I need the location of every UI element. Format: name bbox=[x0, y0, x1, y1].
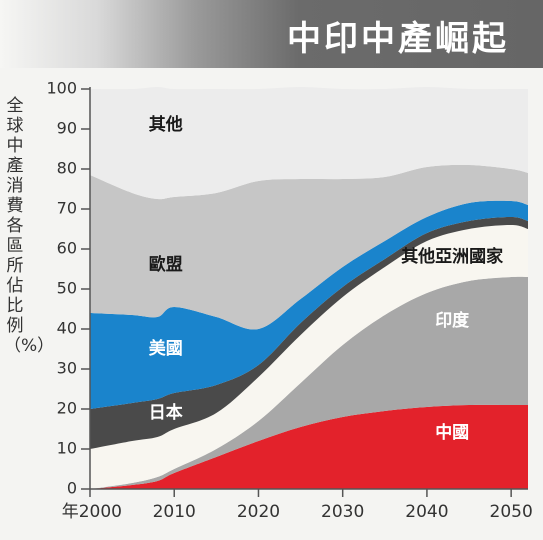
area-4 bbox=[90, 200, 528, 409]
area-5 bbox=[90, 164, 528, 330]
y-tick-label-5: 50 bbox=[57, 279, 77, 298]
area-2 bbox=[90, 225, 528, 489]
y-tick-label-9: 90 bbox=[57, 119, 77, 138]
x-tick-label-2: 2020 bbox=[237, 502, 280, 522]
series-label-6: 其他 bbox=[149, 114, 183, 135]
series-label-1: 印度 bbox=[435, 310, 470, 331]
area-6 bbox=[90, 87, 528, 200]
y-tick-label-2: 20 bbox=[57, 399, 77, 418]
series-label-0: 中國 bbox=[435, 422, 469, 443]
x-tick-label-0: 年2000 bbox=[62, 502, 122, 522]
x-tick-label-5: 2050 bbox=[490, 502, 533, 522]
area-0 bbox=[90, 404, 528, 489]
series-label-5: 歐盟 bbox=[149, 254, 183, 275]
y-tick-label-4: 40 bbox=[57, 319, 77, 338]
x-tick-label-1: 2010 bbox=[153, 502, 196, 522]
y-tick-label-1: 10 bbox=[57, 439, 77, 458]
x-tick-label-4: 2040 bbox=[405, 502, 448, 522]
x-tick-label-3: 2030 bbox=[321, 502, 364, 522]
chart-title: 中印中產崛起 bbox=[287, 19, 509, 59]
y-tick-label-6: 60 bbox=[57, 239, 77, 258]
y-tick-label-10: 100 bbox=[46, 79, 77, 98]
series-label-2: 其他亞洲國家 bbox=[401, 246, 503, 267]
title-banner: 中印中產崛起 bbox=[0, 0, 543, 68]
area-1 bbox=[90, 276, 528, 489]
series-label-4: 美國 bbox=[149, 338, 183, 359]
y-tick-label-0: 0 bbox=[67, 479, 77, 498]
series-label-3: 日本 bbox=[149, 402, 183, 423]
y-tick-label-8: 80 bbox=[57, 159, 77, 178]
y-tick-label-3: 30 bbox=[57, 359, 77, 378]
y-tick-label-7: 70 bbox=[57, 199, 77, 218]
area-3 bbox=[90, 217, 528, 449]
